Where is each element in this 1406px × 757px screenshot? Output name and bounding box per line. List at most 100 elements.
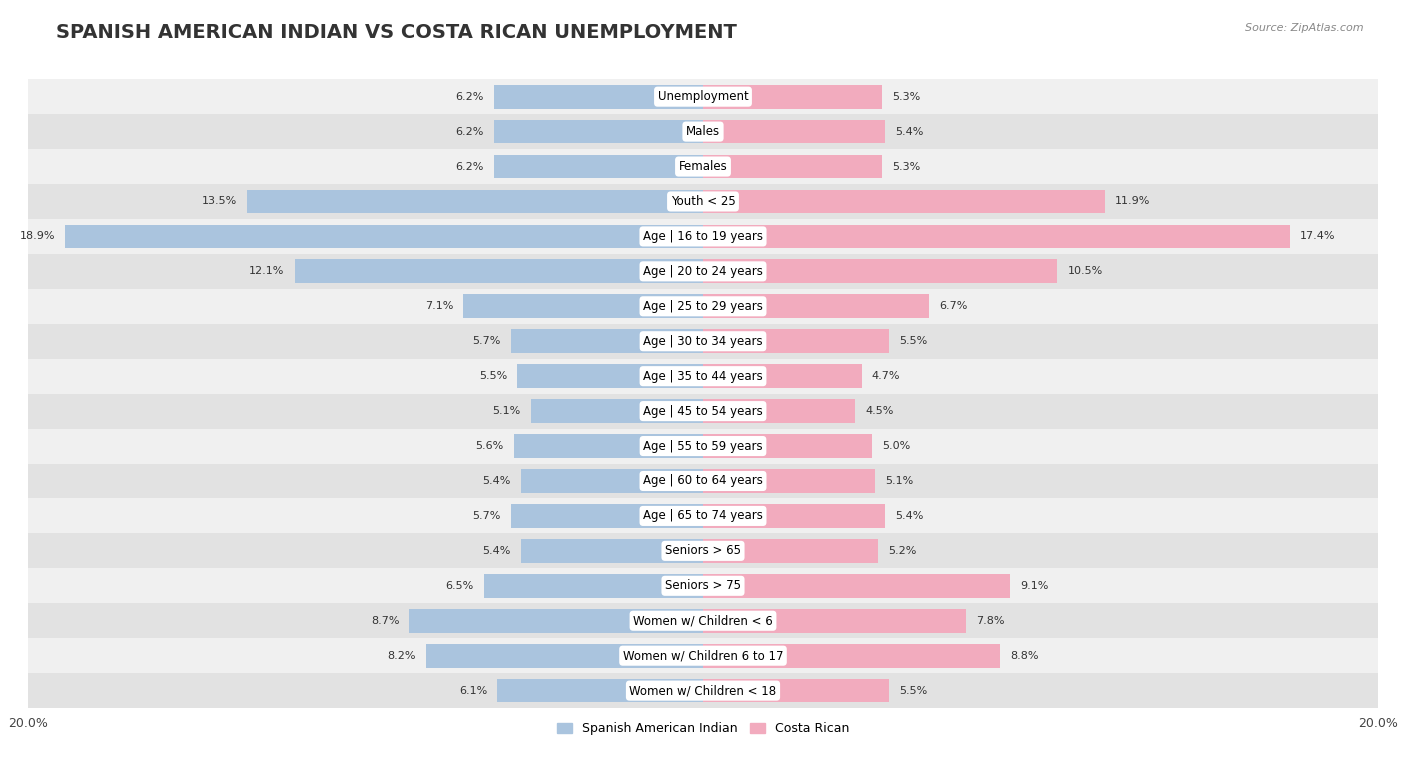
Text: Seniors > 65: Seniors > 65 [665, 544, 741, 557]
Bar [28, 149, 1378, 184]
Legend: Spanish American Indian, Costa Rican: Spanish American Indian, Costa Rican [551, 718, 855, 740]
Bar [703, 609, 966, 633]
Bar [517, 364, 703, 388]
Bar [703, 643, 1000, 668]
Text: 6.2%: 6.2% [456, 92, 484, 101]
Bar [28, 569, 1378, 603]
Bar [28, 498, 1378, 534]
Bar [703, 679, 889, 702]
Text: 4.7%: 4.7% [872, 371, 900, 382]
Text: 5.1%: 5.1% [492, 406, 520, 416]
Text: 10.5%: 10.5% [1067, 266, 1102, 276]
Bar [703, 120, 886, 144]
Text: Seniors > 75: Seniors > 75 [665, 579, 741, 592]
Text: 5.4%: 5.4% [896, 511, 924, 521]
Text: SPANISH AMERICAN INDIAN VS COSTA RICAN UNEMPLOYMENT: SPANISH AMERICAN INDIAN VS COSTA RICAN U… [56, 23, 737, 42]
Bar [703, 539, 879, 562]
Text: 8.7%: 8.7% [371, 615, 399, 626]
Text: 17.4%: 17.4% [1301, 232, 1336, 241]
Text: 6.5%: 6.5% [446, 581, 474, 590]
Bar [515, 435, 703, 458]
Text: Age | 30 to 34 years: Age | 30 to 34 years [643, 335, 763, 347]
Text: 5.5%: 5.5% [898, 686, 927, 696]
Text: 12.1%: 12.1% [249, 266, 284, 276]
Bar [28, 289, 1378, 324]
Text: Unemployment: Unemployment [658, 90, 748, 103]
Text: 5.6%: 5.6% [475, 441, 503, 451]
Bar [28, 603, 1378, 638]
Text: 7.1%: 7.1% [425, 301, 453, 311]
Bar [28, 534, 1378, 569]
Text: Males: Males [686, 125, 720, 138]
Text: 6.2%: 6.2% [456, 126, 484, 136]
Bar [28, 184, 1378, 219]
Bar [28, 673, 1378, 708]
Text: 8.2%: 8.2% [388, 651, 416, 661]
Bar [247, 189, 703, 213]
Bar [703, 399, 855, 423]
Bar [295, 260, 703, 283]
Text: Youth < 25: Youth < 25 [671, 195, 735, 208]
Text: Women w/ Children 6 to 17: Women w/ Children 6 to 17 [623, 650, 783, 662]
Text: 5.1%: 5.1% [886, 476, 914, 486]
Text: 5.7%: 5.7% [472, 511, 501, 521]
Bar [520, 469, 703, 493]
Text: 5.3%: 5.3% [891, 92, 920, 101]
Text: Age | 20 to 24 years: Age | 20 to 24 years [643, 265, 763, 278]
Text: 8.8%: 8.8% [1010, 651, 1039, 661]
Text: 7.8%: 7.8% [976, 615, 1005, 626]
Bar [703, 574, 1010, 598]
Bar [409, 609, 703, 633]
Bar [703, 435, 872, 458]
Bar [28, 254, 1378, 289]
Bar [484, 574, 703, 598]
Bar [28, 638, 1378, 673]
Text: 5.4%: 5.4% [482, 546, 510, 556]
Bar [703, 154, 882, 179]
Text: Age | 65 to 74 years: Age | 65 to 74 years [643, 509, 763, 522]
Text: Women w/ Children < 6: Women w/ Children < 6 [633, 614, 773, 628]
Text: 5.5%: 5.5% [479, 371, 508, 382]
Bar [531, 399, 703, 423]
Bar [703, 294, 929, 318]
Bar [28, 114, 1378, 149]
Bar [28, 79, 1378, 114]
Text: Age | 45 to 54 years: Age | 45 to 54 years [643, 404, 763, 418]
Bar [494, 120, 703, 144]
Bar [426, 643, 703, 668]
Bar [703, 504, 886, 528]
Text: Age | 16 to 19 years: Age | 16 to 19 years [643, 230, 763, 243]
Bar [464, 294, 703, 318]
Text: 9.1%: 9.1% [1021, 581, 1049, 590]
Text: Women w/ Children < 18: Women w/ Children < 18 [630, 684, 776, 697]
Bar [703, 364, 862, 388]
Text: 6.1%: 6.1% [458, 686, 486, 696]
Bar [703, 329, 889, 353]
Bar [510, 329, 703, 353]
Text: Age | 35 to 44 years: Age | 35 to 44 years [643, 369, 763, 383]
Text: 5.4%: 5.4% [896, 126, 924, 136]
Text: Age | 55 to 59 years: Age | 55 to 59 years [643, 440, 763, 453]
Bar [28, 394, 1378, 428]
Bar [703, 85, 882, 108]
Bar [65, 225, 703, 248]
Text: 4.5%: 4.5% [865, 406, 893, 416]
Text: 13.5%: 13.5% [202, 197, 238, 207]
Text: 6.2%: 6.2% [456, 161, 484, 172]
Bar [498, 679, 703, 702]
Bar [28, 324, 1378, 359]
Text: 5.5%: 5.5% [898, 336, 927, 346]
Bar [703, 260, 1057, 283]
Bar [520, 539, 703, 562]
Bar [703, 469, 875, 493]
Text: Age | 25 to 29 years: Age | 25 to 29 years [643, 300, 763, 313]
Bar [494, 154, 703, 179]
Bar [28, 359, 1378, 394]
Text: Age | 60 to 64 years: Age | 60 to 64 years [643, 475, 763, 488]
Text: 5.7%: 5.7% [472, 336, 501, 346]
Text: Source: ZipAtlas.com: Source: ZipAtlas.com [1246, 23, 1364, 33]
Text: 5.2%: 5.2% [889, 546, 917, 556]
Text: 5.3%: 5.3% [891, 161, 920, 172]
Text: Females: Females [679, 160, 727, 173]
Text: 11.9%: 11.9% [1115, 197, 1150, 207]
